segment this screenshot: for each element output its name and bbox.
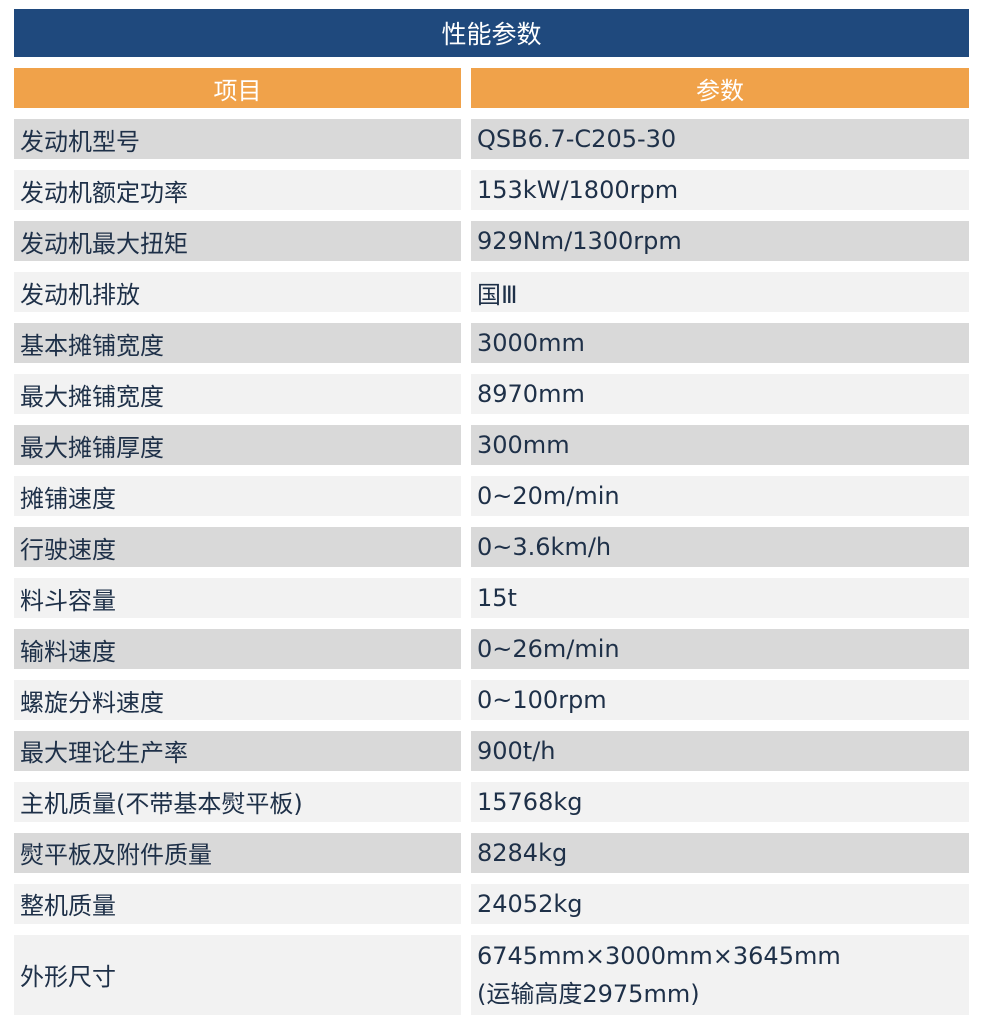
row-item: 熨平板及附件质量 [14,832,461,874]
row-item: 摊铺速度 [14,475,461,517]
spec-table: 项目 参数 发动机型号 QSB6.7-C205-30 发动机额定功率 153kW/18… [14,68,969,1025]
header-param: 参数 [471,68,969,109]
table-row: 发动机最大扭矩 929Nm/1300rpm [14,220,969,262]
row-value: 6745mm×3000mm×3645mm (运输高度2975mm) [471,934,969,1015]
table-row: 摊铺速度 0~20m/min [14,475,969,517]
row-value-line: (运输高度2975mm) [477,979,700,1008]
table-row: 最大摊铺厚度 300mm [14,424,969,466]
row-value: 153kW/1800rpm [471,169,969,211]
row-value: 0~3.6km/h [471,526,969,568]
table-header: 项目 参数 [14,68,969,109]
table-row: 输料速度 0~26m/min [14,628,969,670]
table-title: 性能参数 [14,9,969,57]
header-item: 项目 [14,68,461,109]
table-row: 发动机排放 国Ⅲ [14,271,969,313]
row-item: 料斗容量 [14,577,461,619]
row-value: 0~26m/min [471,628,969,670]
row-value: 15768kg [471,781,969,823]
row-value: 0~20m/min [471,475,969,517]
row-value: 300mm [471,424,969,466]
table-row: 最大摊铺宽度 8970mm [14,373,969,415]
row-value: 24052kg [471,883,969,925]
row-value: 国Ⅲ [471,271,969,313]
row-item: 最大摊铺厚度 [14,424,461,466]
row-value: 0~100rpm [471,679,969,721]
row-item: 最大理论生产率 [14,730,461,772]
table-row: 熨平板及附件质量 8284kg [14,832,969,874]
row-value: 900t/h [471,730,969,772]
row-item: 主机质量(不带基本熨平板) [14,781,461,823]
table-row: 主机质量(不带基本熨平板) 15768kg [14,781,969,823]
row-item: 发动机排放 [14,271,461,313]
row-value: 15t [471,577,969,619]
table-row: 发动机额定功率 153kW/1800rpm [14,169,969,211]
row-item: 螺旋分料速度 [14,679,461,721]
table-row: 整机质量 24052kg [14,883,969,925]
table-row: 最大理论生产率 900t/h [14,730,969,772]
row-item: 行驶速度 [14,526,461,568]
row-value: 8970mm [471,373,969,415]
table-row: 基本摊铺宽度 3000mm [14,322,969,364]
row-item: 整机质量 [14,883,461,925]
row-value: 3000mm [471,322,969,364]
row-item: 输料速度 [14,628,461,670]
table-row: 料斗容量 15t [14,577,969,619]
row-value-line: 6745mm×3000mm×3645mm [477,941,841,970]
row-item: 最大摊铺宽度 [14,373,461,415]
table-row: 外形尺寸 6745mm×3000mm×3645mm (运输高度2975mm) [14,934,969,1015]
row-value: 929Nm/1300rpm [471,220,969,262]
row-value: 8284kg [471,832,969,874]
table-row: 发动机型号 QSB6.7-C205-30 [14,118,969,160]
table-row: 行驶速度 0~3.6km/h [14,526,969,568]
row-item: 发动机额定功率 [14,169,461,211]
row-item: 发动机型号 [14,118,461,160]
row-value: QSB6.7-C205-30 [471,118,969,160]
row-item: 发动机最大扭矩 [14,220,461,262]
row-item: 外形尺寸 [14,934,461,1015]
table-row: 螺旋分料速度 0~100rpm [14,679,969,721]
row-item: 基本摊铺宽度 [14,322,461,364]
